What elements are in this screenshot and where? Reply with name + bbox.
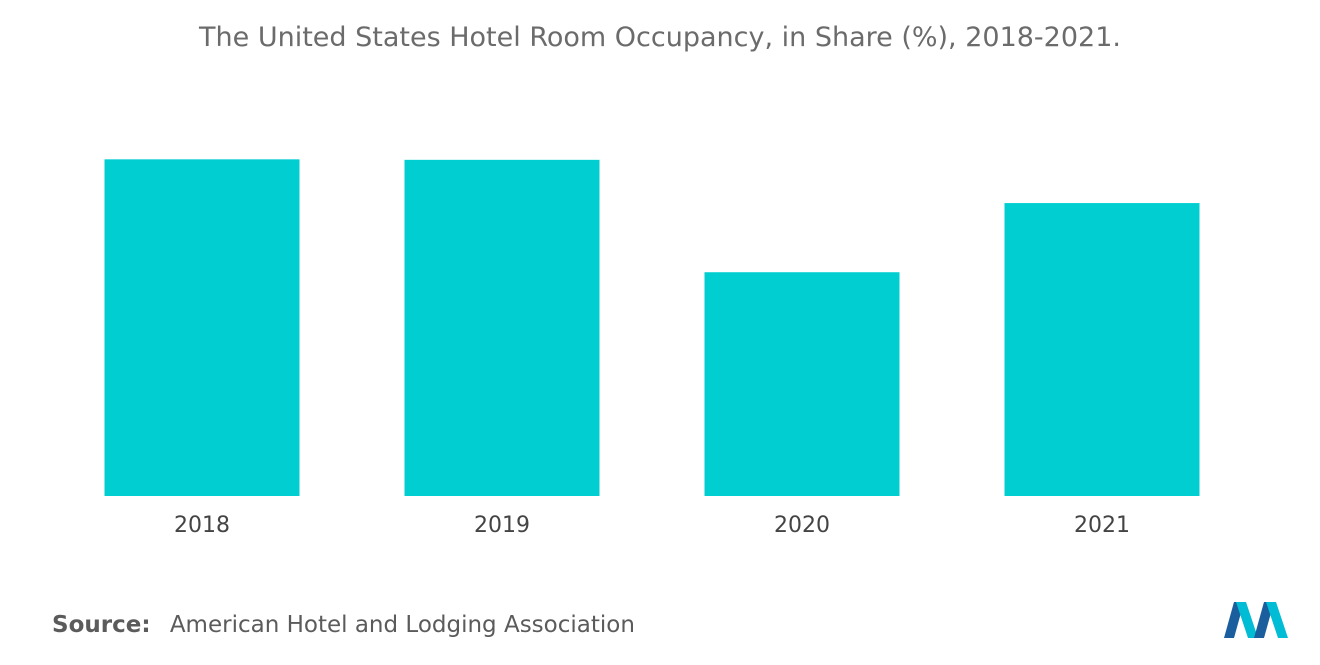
mordor-logo-icon bbox=[1224, 602, 1288, 638]
bar-2018 bbox=[104, 159, 300, 496]
bar-2020 bbox=[704, 272, 900, 496]
bar-2021 bbox=[1004, 203, 1200, 496]
source-text: American Hotel and Lodging Association bbox=[169, 612, 635, 638]
x-tick-label-2018: 2018 bbox=[174, 513, 230, 538]
source-note: Source: American Hotel and Lodging Assoc… bbox=[52, 612, 635, 638]
x-tick-label-2019: 2019 bbox=[474, 513, 530, 538]
x-tick-label-2020: 2020 bbox=[774, 513, 830, 538]
source-label: Source: bbox=[52, 612, 151, 638]
x-tick-label-2021: 2021 bbox=[1074, 513, 1130, 538]
chart-title: The United States Hotel Room Occupancy, … bbox=[199, 22, 1121, 53]
bar-2019 bbox=[404, 159, 600, 496]
